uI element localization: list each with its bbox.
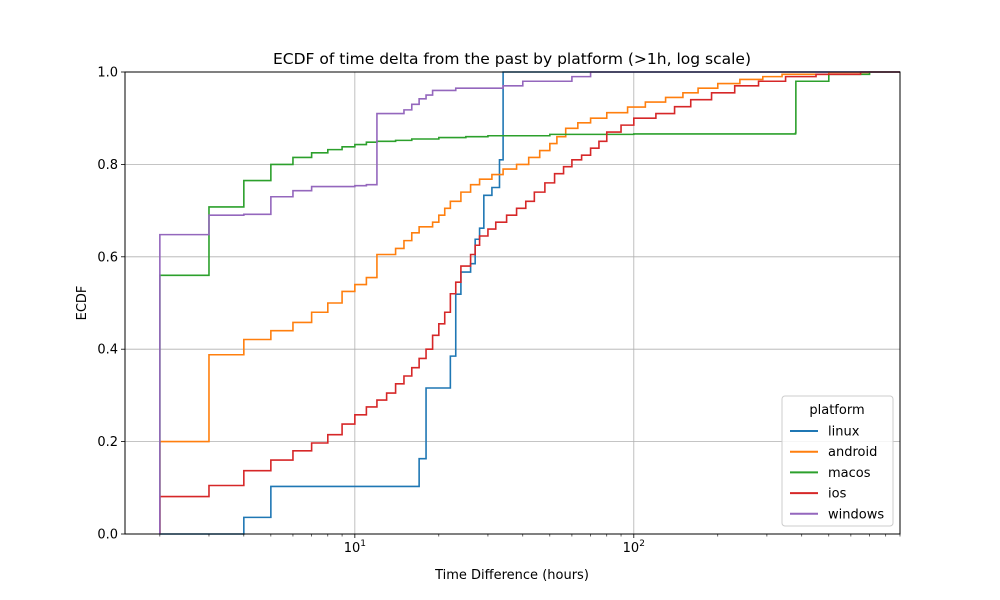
y-tick-label: 0.4 <box>97 343 118 358</box>
legend-label-windows: windows <box>828 507 884 522</box>
x-tick-label: 102 <box>623 539 645 556</box>
legend-label-ios: ios <box>828 487 847 502</box>
legend-label-macos: macos <box>828 466 871 481</box>
y-axis-label: ECDF <box>75 286 90 321</box>
chart-title: ECDF of time delta from the past by plat… <box>273 50 751 68</box>
series-line-windows <box>159 71 900 534</box>
y-axis: 0.0 0.2 0.4 0.6 0.8 1.0 <box>97 66 125 543</box>
plot-frame <box>124 71 901 535</box>
series-line-android <box>159 71 900 534</box>
x-axis: 101 102 <box>159 534 901 556</box>
y-tick-label: 0.6 <box>97 250 118 265</box>
legend-title: platform <box>809 403 864 418</box>
x-tick-exponent: 2 <box>639 539 645 549</box>
series-line-macos <box>159 71 900 534</box>
x-axis-label: Time Difference (hours) <box>434 568 589 583</box>
legend: platform linux android macos ios windows <box>781 395 894 527</box>
x-tick-exponent: 1 <box>360 539 366 549</box>
y-tick-label: 1.0 <box>97 66 118 81</box>
series-line-ios <box>159 71 900 534</box>
x-tick-base: 10 <box>344 541 361 556</box>
series-line-linux <box>159 71 900 535</box>
y-tick-label: 0.8 <box>97 158 118 173</box>
y-tick-label: 0.0 <box>97 528 118 543</box>
legend-label-android: android <box>828 445 877 460</box>
x-tick-base: 10 <box>623 541 640 556</box>
y-tick-label: 0.2 <box>97 435 118 450</box>
x-tick-label: 101 <box>344 539 366 556</box>
series-layer <box>159 71 900 535</box>
legend-label-linux: linux <box>828 425 860 440</box>
